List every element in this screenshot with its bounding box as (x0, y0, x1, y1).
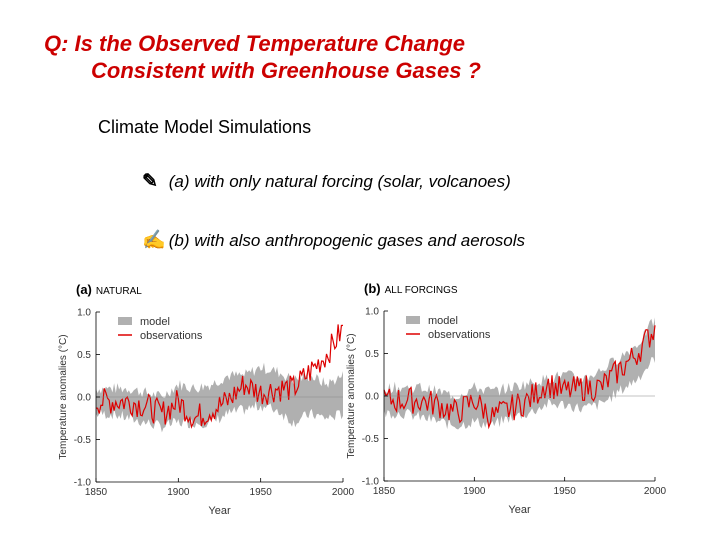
panel-all-forcings-legend-model: model (428, 315, 458, 327)
panel-natural-ytick-label: -0.5 (74, 435, 92, 446)
charts-svg: (a) NATURAL -1.0 -0.5 0.0 0.5 1.0 1850 1900 1950 2… (58, 281, 667, 517)
panel-natural-panel-letter: (a) (76, 282, 92, 297)
panel-natural-legend-model: model (140, 316, 170, 328)
panel-natural-ytick-label: -1.0 (74, 478, 92, 489)
panel-natural-xtick-label: 1950 (250, 487, 273, 498)
panel-natural-ytick-label: 0.0 (77, 393, 91, 404)
panel-all-forcings-xtick-label: 1950 (554, 486, 577, 497)
panel-natural-xtick-label: 1900 (167, 487, 190, 498)
panel-all-forcings-model-band (384, 317, 655, 430)
bullet-anthropogenic-text: (b) with also anthropogenic gases and ae… (168, 231, 526, 250)
panel-all-forcings-xtick-label: 1850 (373, 486, 396, 497)
pen-down-icon: ✎ (142, 171, 158, 192)
panel-all-forcings-label: (b) ALL FORCINGS (364, 281, 458, 296)
panel-natural-ytick-label: 0.5 (77, 350, 91, 361)
panel-natural-title: NATURAL (96, 286, 142, 297)
bullet-natural: ✎ (a) with only natural forcing (solar, … (142, 170, 511, 193)
panel-natural-ytick-label: 1.0 (77, 308, 91, 319)
panel-natural-xtick-label: 2000 (332, 487, 355, 498)
pen-corner-icon: ✍ (142, 230, 166, 251)
slide-title: Q: Is the Observed Temperature Change Co… (44, 30, 481, 84)
panel-natural-label: (a) NATURAL (76, 282, 142, 297)
panel-all-forcings-ytick-label: -1.0 (362, 477, 380, 488)
panel-all-forcings-ylabel: Temperature anomalies (°C) (346, 333, 357, 458)
bullet-natural-text: (a) with only natural forcing (solar, vo… (168, 172, 511, 191)
panel-natural-legend-model-swatch (118, 317, 132, 325)
panel-all-forcings-legend-model-swatch (406, 316, 420, 324)
panel-all-forcings-ytick-label: 1.0 (365, 307, 379, 318)
panel-all-forcings-xtick-label: 2000 (644, 486, 667, 497)
title-line-2: Consistent with Greenhouse Gases ? (91, 58, 481, 83)
bullet-anthropogenic: ✍ (b) with also anthropogenic gases and … (142, 228, 525, 252)
panel-all-forcings-ytick-label: 0.0 (365, 392, 379, 403)
panel-all-forcings-ytick-label: 0.5 (365, 349, 379, 360)
panel-all-forcings-legend-obs: observations (428, 329, 491, 341)
panel-all-forcings-panel-letter: (b) (364, 281, 381, 296)
panel-all-forcings-title: ALL FORCINGS (385, 285, 458, 296)
panel-natural-xlabel: Year (208, 505, 231, 517)
subtitle: Climate Model Simulations (98, 117, 312, 137)
panel-all-forcings-xlabel: Year (508, 504, 531, 516)
panel-all-forcings-ytick-label: -0.5 (362, 434, 380, 445)
title-line-1: Q: Is the Observed Temperature Change (44, 31, 465, 56)
panel-all-forcings-xtick-label: 1900 (463, 486, 486, 497)
panel-all-forcings-observations-line (383, 325, 656, 430)
panel-natural-legend-obs: observations (140, 330, 203, 342)
panel-natural-ylabel: Temperature anomalies (°C) (58, 334, 69, 459)
panel-natural-xtick-label: 1850 (85, 487, 108, 498)
